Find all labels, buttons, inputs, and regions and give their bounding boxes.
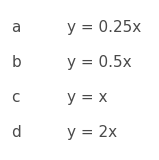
Text: y = 0.5x: y = 0.5x: [67, 55, 131, 70]
Text: c: c: [11, 90, 20, 105]
Text: d: d: [11, 125, 21, 140]
Text: y = 0.25x: y = 0.25x: [67, 20, 141, 35]
Text: y = x: y = x: [67, 90, 107, 105]
Text: b: b: [11, 55, 21, 70]
Text: a: a: [11, 20, 21, 35]
Text: y = 2x: y = 2x: [67, 125, 117, 140]
